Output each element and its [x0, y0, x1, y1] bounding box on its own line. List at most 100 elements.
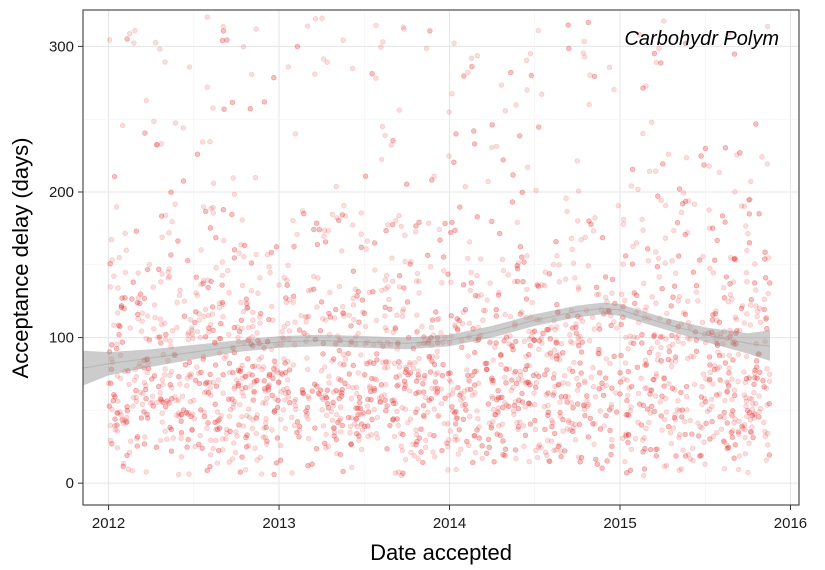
scatter-point — [216, 305, 223, 311]
scatter-point — [355, 370, 361, 376]
scatter-point — [203, 208, 209, 215]
scatter-point — [355, 288, 361, 295]
scatter-point — [193, 274, 199, 280]
scatter-point — [665, 424, 672, 430]
scatter-point — [625, 392, 631, 399]
scatter-point — [523, 57, 530, 63]
scatter-point — [263, 424, 269, 431]
scatter-point — [205, 420, 211, 426]
scatter-point — [744, 413, 750, 420]
scatter-point — [387, 422, 393, 429]
scatter-point — [339, 387, 345, 393]
scatter-point — [646, 349, 653, 356]
scatter-point — [542, 283, 548, 289]
scatter-point — [384, 327, 390, 334]
scatter-point — [199, 445, 205, 451]
scatter-point — [578, 370, 584, 376]
scatter-point — [729, 376, 735, 382]
scatter-point — [401, 285, 407, 291]
scatter-point — [617, 391, 623, 397]
scatter-point — [370, 289, 376, 295]
scatter-point — [253, 26, 259, 32]
scatter-point — [722, 145, 729, 151]
scatter-point — [485, 436, 492, 443]
scatter-point — [272, 363, 278, 369]
scatter-point — [651, 50, 658, 57]
scatter-point — [536, 338, 542, 344]
scatter-point — [447, 370, 453, 376]
scatter-point — [491, 411, 497, 418]
scatter-point — [675, 398, 681, 404]
scatter-point — [111, 392, 117, 398]
scatter-point — [744, 279, 750, 285]
scatter-point — [453, 421, 459, 427]
scatter-point — [243, 444, 250, 450]
scatter-point — [729, 434, 736, 440]
scatter-point — [345, 414, 352, 421]
scatter-point — [196, 380, 203, 387]
scatter-point — [261, 386, 268, 392]
scatter-point — [585, 434, 591, 440]
scatter-point — [490, 380, 496, 386]
scatter-point — [338, 429, 344, 435]
scatter-point — [137, 389, 144, 395]
scatter-point — [763, 457, 770, 463]
scatter-point — [628, 446, 635, 452]
scatter-point — [339, 212, 345, 218]
scatter-point — [184, 375, 190, 381]
scatter-point — [726, 31, 732, 37]
scatter-point — [114, 410, 120, 416]
scatter-point — [210, 327, 216, 333]
scatter-point — [592, 421, 598, 427]
scatter-point — [596, 386, 602, 392]
scatter-point — [239, 217, 245, 223]
scatter-point — [517, 311, 523, 317]
scatter-point — [134, 300, 141, 306]
scatter-point — [495, 405, 501, 411]
scatter-point — [586, 338, 593, 344]
scatter-point — [536, 442, 543, 448]
scatter-point — [591, 73, 598, 80]
scatter-point — [695, 433, 702, 439]
scatter-point — [204, 379, 210, 385]
scatter-point — [684, 355, 691, 362]
scatter-point — [735, 351, 742, 358]
scatter-point — [304, 355, 310, 361]
scatter-point — [339, 390, 345, 396]
scatter-point — [392, 325, 398, 332]
scatter-point — [594, 461, 600, 467]
scatter-point — [721, 409, 727, 416]
scatter-point — [352, 286, 359, 292]
scatter-point — [629, 166, 636, 173]
scatter-point — [515, 424, 522, 430]
scatter-point — [230, 369, 236, 376]
scatter-point — [273, 244, 280, 250]
scatter-point — [223, 353, 229, 359]
scatter-point — [455, 327, 461, 333]
scatter-point — [365, 409, 372, 415]
scatter-point — [730, 408, 736, 414]
scatter-point — [707, 376, 713, 382]
scatter-point — [643, 362, 649, 368]
scatter-point — [362, 323, 369, 330]
scatter-point — [264, 438, 270, 444]
scatter-point — [609, 276, 616, 283]
scatter-point — [557, 409, 563, 416]
scatter-point — [401, 26, 407, 32]
scatter-point — [351, 317, 357, 323]
scatter-point — [404, 299, 411, 305]
scatter-point — [672, 417, 678, 423]
scatter-point — [250, 397, 257, 403]
scatter-point — [600, 392, 607, 398]
scatter-point — [236, 250, 242, 256]
scatter-point — [651, 333, 657, 340]
scatter-point — [154, 142, 160, 148]
scatter-point — [574, 158, 580, 164]
scatter-point — [653, 446, 659, 453]
scatter-point — [731, 455, 737, 461]
scatter-point — [204, 425, 210, 431]
scatter-point — [180, 178, 187, 184]
scatter-point — [655, 193, 661, 199]
scatter-point — [358, 411, 364, 418]
scatter-point — [414, 406, 420, 412]
